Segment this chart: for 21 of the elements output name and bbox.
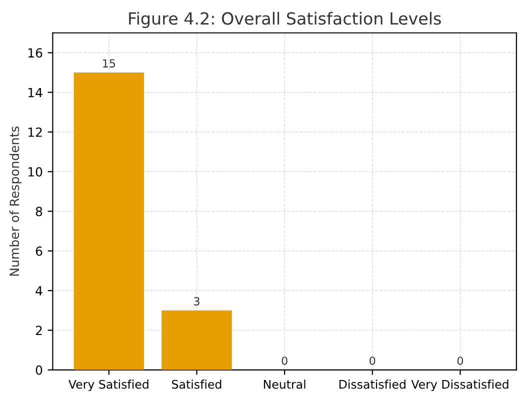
y-axis-title: Number of Respondents (9, 126, 22, 276)
y-tick-label: 4 (36, 286, 42, 296)
y-tick-label: 14 (28, 88, 42, 98)
x-tick-label: Dissatisfied (339, 380, 406, 389)
x-tick-label: Neutral (264, 380, 306, 389)
y-tick-label: 2 (36, 326, 42, 335)
x-tick-label: Very Dissatisfied (411, 380, 508, 392)
y-tick-label: 10 (28, 167, 42, 177)
data-label: 3 (194, 297, 200, 306)
y-tick-label: 8 (36, 206, 42, 216)
y-tick-label: 16 (28, 48, 42, 58)
chart-title: Figure 4.2: Overall Satisfaction Levels (129, 12, 441, 28)
data-label: 0 (282, 356, 288, 365)
x-tick-label: Satisfied (172, 380, 222, 389)
data-label: 0 (370, 356, 376, 365)
y-tick-label: 12 (28, 127, 42, 137)
x-tick-label: Very Satisfied (68, 380, 148, 392)
data-label: 0 (457, 356, 464, 365)
y-tick-label: 6 (36, 246, 42, 256)
data-label: 15 (103, 59, 116, 68)
y-tick-label: 0 (36, 365, 42, 375)
